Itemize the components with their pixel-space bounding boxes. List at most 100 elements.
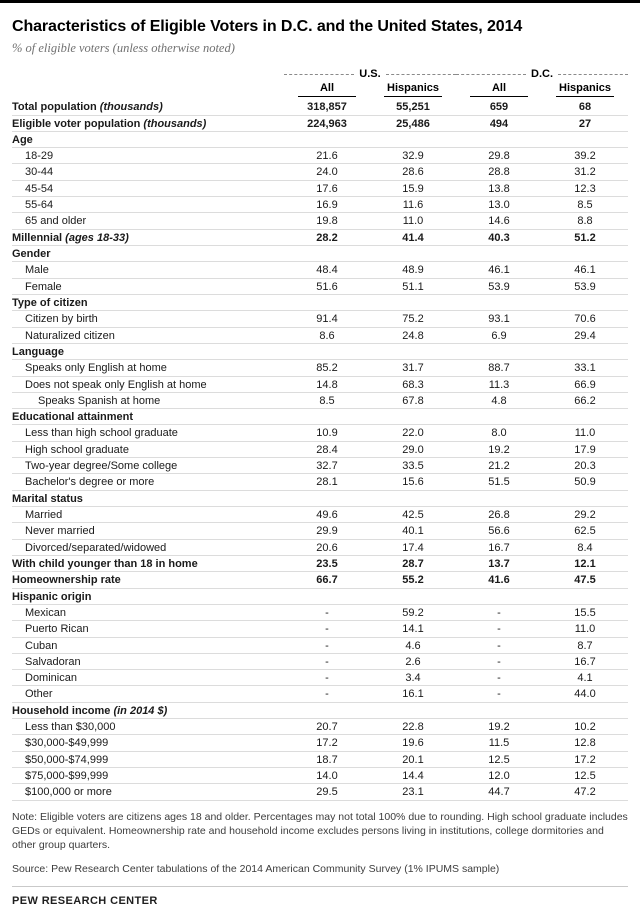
row-value: 21.2 <box>456 457 542 475</box>
row-value: 318,857 <box>284 99 370 116</box>
row-label: Married <box>12 506 284 524</box>
row-value <box>456 245 542 263</box>
table-row: Female 51.6 51.1 53.9 53.9 <box>12 278 628 295</box>
row-value: 12.8 <box>542 734 628 752</box>
row-value: 24.0 <box>284 163 370 181</box>
row-value: 33.5 <box>370 457 456 475</box>
page: Characteristics of Eligible Voters in D.… <box>0 3 640 913</box>
row-value: 27 <box>542 115 628 132</box>
row-label: Two-year degree/Some college <box>12 457 284 475</box>
column-header-us-all: All <box>284 82 370 99</box>
row-value: 91.4 <box>284 310 370 328</box>
dash-line <box>558 73 628 75</box>
row-value: 28.8 <box>456 163 542 181</box>
table-row: Never married 29.9 40.1 56.6 62.5 <box>12 522 628 540</box>
group-header-us-label: U.S. <box>359 68 381 81</box>
row-value: 10.9 <box>284 424 370 442</box>
row-value: 13.8 <box>456 180 542 198</box>
table-row: Mexican -59.2-15.5 <box>12 604 628 622</box>
row-value: 28.4 <box>284 441 370 459</box>
row-value: 39.2 <box>542 147 628 165</box>
row-label: Male <box>12 261 284 279</box>
row-label: 65 and older <box>12 212 284 230</box>
row-value: 47.2 <box>542 783 628 801</box>
row-value: 44.7 <box>456 783 542 801</box>
row-label: Female <box>12 278 284 295</box>
row-value: 17.4 <box>370 539 456 556</box>
row-value: - <box>284 604 370 622</box>
row-value: 93.1 <box>456 310 542 328</box>
table-row: Less than high school graduate 10.9 22.0 8.… <box>12 424 628 442</box>
row-value: 11.0 <box>542 424 628 442</box>
table-row: Citizen by birth 91.4 75.2 93.1 70.6 <box>12 310 628 328</box>
row-value <box>542 131 628 149</box>
row-label: Less than $30,000 <box>12 718 284 736</box>
group-header-dc-label: D.C. <box>531 68 553 81</box>
row-value: 29.8 <box>456 147 542 165</box>
row-value: 8.7 <box>542 637 628 654</box>
row-label: Naturalized citizen <box>12 327 284 344</box>
row-value: 31.7 <box>370 359 456 377</box>
table-row: 65 and older 19.8 11.0 14.6 8.8 <box>12 212 628 230</box>
row-value: 14.1 <box>370 620 456 638</box>
row-value: 70.6 <box>542 310 628 328</box>
row-value: 85.2 <box>284 359 370 377</box>
row-value: 33.1 <box>542 359 628 377</box>
row-value <box>370 343 456 361</box>
row-value <box>542 408 628 426</box>
row-value: 40.3 <box>456 229 542 247</box>
row-value <box>456 343 542 361</box>
row-value: 15.9 <box>370 180 456 198</box>
row-value: 4.6 <box>370 637 456 654</box>
column-header-dc-all: All <box>456 82 542 99</box>
row-value: 12.5 <box>456 751 542 769</box>
source-text: Source: Pew Research Center tabulations … <box>12 863 500 876</box>
row-value <box>370 408 456 426</box>
row-value <box>542 702 628 720</box>
row-value <box>370 131 456 149</box>
row-value: 41.4 <box>370 229 456 247</box>
table-row: Two-year degree/Some college 32.7 33.5 21.2… <box>12 457 628 475</box>
row-value: 68 <box>542 99 628 116</box>
row-label: Hispanic origin <box>12 588 284 605</box>
row-value: 32.7 <box>284 457 370 475</box>
row-value: 53.9 <box>542 278 628 295</box>
row-label: 45-54 <box>12 180 284 198</box>
row-value: 24.8 <box>370 327 456 344</box>
row-value: 10.2 <box>542 718 628 736</box>
table-row: Less than $30,000 20.7 22.8 19.2 10.2 <box>12 718 628 736</box>
row-label: Marital status <box>12 490 284 508</box>
row-value: 16.7 <box>542 653 628 671</box>
row-value: 66.2 <box>542 392 628 410</box>
table-row: $75,000-$99,999 14.0 14.4 12.0 12.5 <box>12 767 628 785</box>
row-value <box>456 702 542 720</box>
table-row: Homeownership rate 66.7 55.2 41.6 47.5 <box>12 571 628 589</box>
table-row: With child younger than 18 in home 23.5 28… <box>12 555 628 573</box>
row-value: 20.3 <box>542 457 628 475</box>
row-value: - <box>456 669 542 687</box>
row-value: 21.6 <box>284 147 370 165</box>
row-value: 12.0 <box>456 767 542 785</box>
table-row: 30-44 24.0 28.6 28.8 31.2 <box>12 163 628 181</box>
row-label: Citizen by birth <box>12 310 284 328</box>
top-rule <box>0 0 640 3</box>
table-row: High school graduate 28.4 29.0 19.2 17.9 <box>12 441 628 459</box>
row-value: 31.2 <box>542 163 628 181</box>
row-value: 46.1 <box>456 261 542 279</box>
row-value: 11.5 <box>456 734 542 752</box>
row-value <box>542 294 628 312</box>
row-value <box>456 588 542 605</box>
row-value: 14.6 <box>456 212 542 230</box>
row-value: 29.4 <box>542 327 628 344</box>
row-value: - <box>456 685 542 703</box>
row-value: 75.2 <box>370 310 456 328</box>
row-value: 48.9 <box>370 261 456 279</box>
row-label: Eligible voter population (thousands) <box>12 115 284 132</box>
row-value: 20.1 <box>370 751 456 769</box>
row-value: 224,963 <box>284 115 370 132</box>
dash-line <box>284 73 355 75</box>
row-value: 4.8 <box>456 392 542 410</box>
row-value <box>284 131 370 149</box>
row-value: 88.7 <box>456 359 542 377</box>
row-value: 28.7 <box>370 555 456 573</box>
